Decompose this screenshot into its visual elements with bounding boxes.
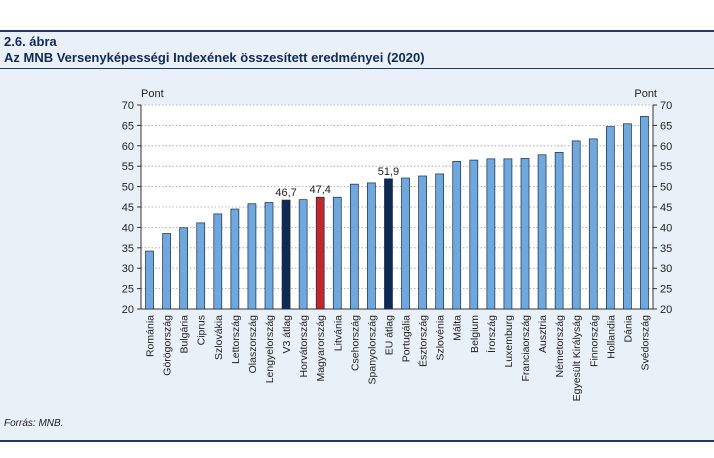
data-label: 51,9 xyxy=(378,166,399,178)
y-tick-label-right: 60 xyxy=(660,141,672,153)
bar xyxy=(520,158,530,310)
x-tick-label: Svédország xyxy=(639,315,651,371)
x-tick-label: Olaszország xyxy=(247,315,259,374)
y-tick-label-right: 70 xyxy=(660,100,672,112)
x-tick-label: Luxemburg xyxy=(503,315,515,368)
figure-source: Forrás: MNB. xyxy=(4,418,64,429)
bar xyxy=(588,138,598,310)
x-tick-label: Csehország xyxy=(349,315,361,371)
y-tick-label-left: 25 xyxy=(122,284,134,296)
bottom-rule xyxy=(0,440,714,442)
x-tick-label: Románia xyxy=(145,315,157,357)
bar xyxy=(196,222,206,310)
x-tick-label: EU átlag xyxy=(383,315,395,355)
x-tick-label: Ciprus xyxy=(196,315,208,345)
bar xyxy=(230,208,240,310)
x-tick-label: Szlovénia xyxy=(435,315,447,361)
y-tick-label-right: 65 xyxy=(660,120,672,132)
x-tick-label: Spanyolország xyxy=(366,315,378,385)
bar xyxy=(605,126,615,310)
y-tick-label-left: 45 xyxy=(122,202,134,214)
x-tick-label: Lettország xyxy=(230,315,242,364)
x-tick-label: Belgium xyxy=(469,315,481,353)
bar xyxy=(367,182,376,310)
x-tick-label: Lengyelország xyxy=(264,315,276,383)
data-label: 46,7 xyxy=(275,187,296,199)
y-tick-label-left: 50 xyxy=(122,182,134,194)
bar xyxy=(298,199,308,310)
x-tick-label: Hollandia xyxy=(605,315,617,359)
y-tick-label-left: 20 xyxy=(122,304,134,316)
x-tick-label: Írország xyxy=(485,315,498,353)
y-tick-label-left: 55 xyxy=(122,161,134,173)
bar xyxy=(264,202,274,310)
top-rule xyxy=(0,30,714,32)
bar xyxy=(213,213,223,310)
bar xyxy=(537,154,547,310)
y-tick-label-right: 40 xyxy=(660,222,672,234)
bar xyxy=(247,203,257,310)
x-tick-label: Málta xyxy=(452,315,464,341)
bar xyxy=(554,151,564,310)
x-tick-label: Franciaország xyxy=(520,315,532,382)
bar xyxy=(281,199,291,310)
y-tick-label-left: 30 xyxy=(122,263,134,275)
y-tick-label-left: 35 xyxy=(122,243,134,255)
y-tick-label-right: 25 xyxy=(660,284,672,296)
x-tick-label: Egyesült Királyság xyxy=(571,315,583,402)
figure-number: 2.6. ábra xyxy=(4,34,57,49)
bar xyxy=(452,160,462,310)
x-tick-label: Észtország xyxy=(417,315,430,367)
x-tick-label: Görögország xyxy=(162,315,174,376)
bar xyxy=(384,178,393,310)
bar xyxy=(571,140,581,310)
bar xyxy=(332,196,342,310)
bar xyxy=(315,196,325,310)
y-tick-label-right: 20 xyxy=(660,304,672,316)
bar xyxy=(435,173,445,310)
bar xyxy=(401,177,410,310)
bar xyxy=(418,175,427,310)
y-tick-label-right: 30 xyxy=(660,263,672,275)
y-tick-label-right: 45 xyxy=(660,202,672,214)
title-rule xyxy=(0,68,714,69)
x-tick-label: Portugália xyxy=(401,315,413,362)
y-tick-label-right: 50 xyxy=(660,182,672,194)
x-tick-label: Horvátország xyxy=(298,315,310,378)
y-axis-label-left: Pont xyxy=(141,88,164,100)
y-tick-label-left: 60 xyxy=(122,141,134,153)
bar xyxy=(162,233,171,310)
y-tick-label-left: 65 xyxy=(122,120,134,132)
x-tick-label: Dánia xyxy=(622,315,634,343)
bar xyxy=(503,158,513,310)
x-tick-label: Magyarország xyxy=(315,315,327,382)
bar xyxy=(623,123,632,310)
x-tick-label: Németország xyxy=(554,315,566,378)
y-tick-label-right: 35 xyxy=(660,243,672,255)
bar xyxy=(640,116,649,310)
y-axis-label-right: Pont xyxy=(634,88,657,100)
x-tick-label: Finnország xyxy=(588,315,600,367)
y-tick-label-right: 55 xyxy=(660,161,672,173)
x-tick-label: Ausztria xyxy=(537,315,549,353)
figure-title: Az MNB Versenyképességi Indexének összes… xyxy=(4,50,425,65)
y-tick-label-left: 70 xyxy=(122,100,134,112)
x-tick-label: Bulgária xyxy=(179,315,191,354)
x-tick-label: Szlovákia xyxy=(213,315,225,360)
bar xyxy=(349,183,359,310)
x-tick-label: Litvánia xyxy=(332,315,344,351)
y-tick-label-left: 40 xyxy=(122,222,134,234)
x-tick-label: V3 átlag xyxy=(281,315,293,354)
data-label: 47,4 xyxy=(309,184,330,196)
bar xyxy=(469,159,479,310)
bar xyxy=(145,250,154,310)
bar xyxy=(486,158,496,310)
bar xyxy=(179,227,189,310)
